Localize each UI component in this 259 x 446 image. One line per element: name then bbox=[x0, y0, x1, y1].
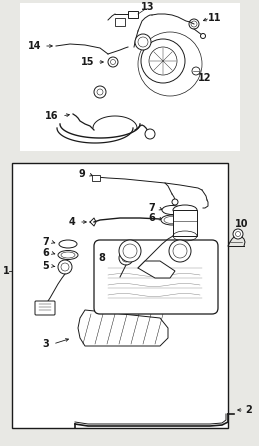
Text: 6: 6 bbox=[149, 213, 155, 223]
Text: 7: 7 bbox=[43, 237, 49, 247]
Circle shape bbox=[169, 240, 191, 262]
Bar bbox=[12, 163, 228, 428]
Text: 7: 7 bbox=[149, 203, 155, 213]
Circle shape bbox=[119, 251, 133, 265]
Polygon shape bbox=[138, 261, 175, 278]
Circle shape bbox=[191, 21, 197, 27]
Text: 9: 9 bbox=[79, 169, 85, 179]
FancyBboxPatch shape bbox=[35, 301, 55, 315]
Bar bbox=[173, 210, 197, 236]
Ellipse shape bbox=[161, 215, 183, 225]
Text: 4: 4 bbox=[69, 217, 75, 227]
Circle shape bbox=[108, 57, 118, 67]
Text: 14: 14 bbox=[28, 41, 42, 51]
Circle shape bbox=[233, 229, 243, 239]
Text: 3: 3 bbox=[43, 339, 49, 349]
Ellipse shape bbox=[58, 251, 78, 260]
Text: 12: 12 bbox=[198, 73, 212, 83]
Text: 8: 8 bbox=[99, 253, 105, 263]
Circle shape bbox=[172, 199, 178, 205]
FancyBboxPatch shape bbox=[94, 240, 218, 314]
Circle shape bbox=[119, 240, 141, 262]
Ellipse shape bbox=[173, 205, 197, 215]
Text: 11: 11 bbox=[208, 13, 222, 23]
Circle shape bbox=[141, 39, 185, 83]
Text: 5: 5 bbox=[43, 261, 49, 271]
Bar bbox=[92, 175, 100, 181]
Circle shape bbox=[145, 129, 155, 139]
Bar bbox=[115, 18, 125, 26]
Circle shape bbox=[135, 34, 151, 50]
Text: 15: 15 bbox=[81, 57, 95, 67]
Text: 1: 1 bbox=[3, 266, 9, 276]
Bar bbox=[128, 11, 138, 18]
Text: 13: 13 bbox=[141, 2, 155, 12]
Circle shape bbox=[189, 19, 199, 29]
Bar bbox=[20, 3, 240, 151]
Ellipse shape bbox=[162, 206, 182, 215]
Polygon shape bbox=[78, 310, 168, 346]
Text: 16: 16 bbox=[45, 111, 59, 121]
Text: 6: 6 bbox=[43, 248, 49, 258]
Circle shape bbox=[58, 260, 72, 274]
Text: 2: 2 bbox=[246, 405, 252, 415]
Circle shape bbox=[94, 86, 106, 98]
Text: 10: 10 bbox=[235, 219, 249, 229]
Circle shape bbox=[192, 67, 200, 75]
Circle shape bbox=[200, 33, 205, 38]
Ellipse shape bbox=[59, 240, 77, 248]
